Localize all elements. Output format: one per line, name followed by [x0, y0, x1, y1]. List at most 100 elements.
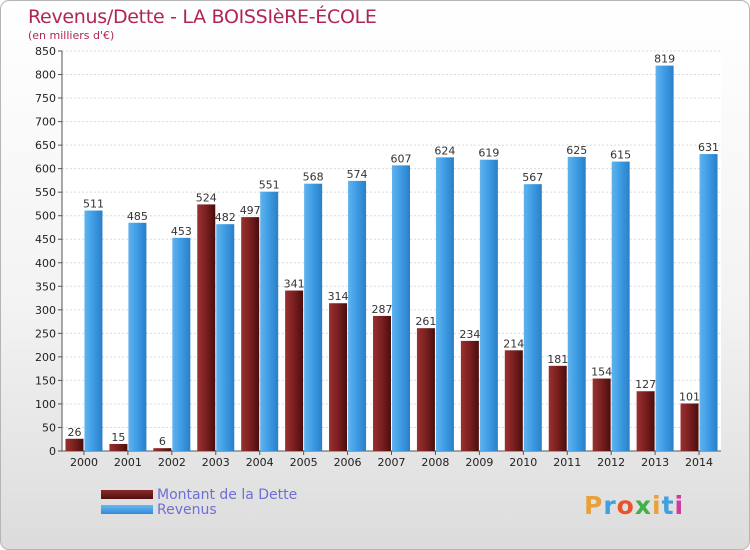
logo-letter: x — [634, 491, 652, 520]
bar-revenue — [260, 191, 279, 452]
bar-debt — [548, 365, 567, 451]
chart-subtitle: (en milliers d'€) — [28, 29, 115, 42]
bar-debt — [285, 290, 304, 451]
bar-debt — [504, 350, 523, 451]
data-label-debt: 127 — [635, 378, 656, 391]
legend-label-revenue: Revenus — [157, 502, 217, 518]
bar-debt — [373, 315, 391, 451]
x-tick-label: 2000 — [70, 456, 98, 469]
logo-letter: P — [584, 491, 604, 520]
data-label-debt: 26 — [67, 426, 81, 439]
bar-debt — [592, 378, 611, 451]
bar-revenue — [304, 183, 323, 452]
data-label-debt: 234 — [459, 328, 480, 341]
data-label-debt: 15 — [111, 431, 125, 444]
y-tick-label: 350 — [35, 280, 56, 293]
y-tick-label: 100 — [35, 398, 56, 411]
y-tick-label: 300 — [35, 304, 56, 317]
plot-area — [62, 51, 721, 451]
data-label-revenue: 568 — [303, 171, 324, 184]
bar-revenue — [348, 180, 367, 451]
data-label-debt: 181 — [547, 353, 568, 366]
data-label-revenue: 485 — [127, 210, 148, 223]
data-label-debt: 497 — [240, 204, 261, 217]
y-tick-label: 650 — [35, 139, 56, 152]
bar-revenue — [435, 157, 454, 451]
data-label-revenue: 567 — [522, 171, 543, 184]
bar-debt — [460, 340, 479, 451]
x-tick-label: 2012 — [597, 456, 625, 469]
logo-letter: t — [661, 491, 675, 520]
y-tick-label: 600 — [35, 163, 56, 176]
x-tick-label: 2009 — [465, 456, 493, 469]
data-label-revenue: 624 — [434, 144, 455, 157]
bar-debt — [197, 204, 216, 451]
logo-letter: i — [674, 491, 685, 520]
y-tick-label: 700 — [35, 116, 56, 129]
data-label-debt: 341 — [284, 278, 305, 291]
x-tick-label: 2007 — [378, 456, 406, 469]
bar-debt — [65, 438, 84, 451]
bar-revenue — [392, 165, 410, 451]
bar-debt — [109, 443, 128, 451]
proxiti-logo: Proxiti — [584, 491, 684, 520]
y-tick-label: 150 — [35, 374, 56, 387]
data-label-debt: 287 — [372, 303, 393, 316]
x-tick-label: 2010 — [509, 456, 537, 469]
data-label-revenue: 551 — [259, 179, 280, 192]
bar-debt — [329, 303, 348, 451]
bar-debt — [241, 217, 260, 451]
data-label-debt: 154 — [591, 366, 612, 379]
data-label-debt: 314 — [328, 290, 349, 303]
y-tick-label: 450 — [35, 233, 56, 246]
logo-letter: r — [603, 491, 617, 520]
bar-revenue — [523, 184, 542, 452]
data-label-debt: 101 — [679, 390, 700, 403]
y-tick-label: 0 — [49, 445, 56, 458]
data-label-revenue: 819 — [654, 53, 675, 66]
chart-title: Revenus/Dette - LA BOISSIèRE-ÉCOLE — [28, 6, 377, 28]
data-label-debt: 524 — [196, 191, 217, 204]
data-label-revenue: 625 — [566, 144, 587, 157]
x-tick-label: 2001 — [114, 456, 142, 469]
bar-debt — [416, 328, 435, 451]
x-tick-label: 2004 — [246, 456, 274, 469]
y-tick-label: 400 — [35, 257, 56, 270]
y-tick-label: 50 — [42, 421, 56, 434]
y-tick-label: 250 — [35, 327, 56, 340]
data-label-revenue: 619 — [478, 147, 499, 160]
x-tick-label: 2003 — [202, 456, 230, 469]
x-tick-label: 2002 — [158, 456, 186, 469]
data-label-revenue: 574 — [347, 168, 368, 181]
data-label-revenue: 482 — [215, 211, 236, 224]
y-tick-label: 850 — [35, 45, 56, 58]
bar-revenue — [655, 65, 674, 452]
bar-revenue — [172, 237, 191, 451]
data-label-revenue: 453 — [171, 225, 192, 238]
data-label-revenue: 615 — [610, 149, 631, 162]
bar-debt — [680, 403, 699, 451]
bar-revenue — [216, 224, 235, 451]
x-tick-label: 2005 — [290, 456, 318, 469]
x-tick-label: 2013 — [641, 456, 669, 469]
data-label-debt: 261 — [415, 315, 436, 328]
bar-revenue — [84, 210, 103, 451]
legend-label-debt: Montant de la Dette — [157, 487, 298, 503]
x-tick-label: 2014 — [685, 456, 713, 469]
data-label-debt: 6 — [159, 435, 166, 448]
data-label-debt: 214 — [503, 337, 524, 350]
legend-swatch-debt — [101, 490, 153, 499]
bar-revenue — [479, 159, 498, 452]
data-label-revenue: 607 — [391, 152, 412, 165]
bar-revenue — [128, 222, 147, 451]
y-tick-label: 200 — [35, 351, 56, 364]
x-tick-label: 2011 — [553, 456, 581, 469]
x-tick-label: 2006 — [334, 456, 362, 469]
legend-swatch-revenue — [101, 505, 153, 514]
x-tick-label: 2008 — [421, 456, 449, 469]
bar-debt — [153, 448, 172, 451]
logo-letter: o — [616, 491, 635, 520]
data-label-revenue: 631 — [698, 141, 719, 154]
y-tick-label: 500 — [35, 210, 56, 223]
